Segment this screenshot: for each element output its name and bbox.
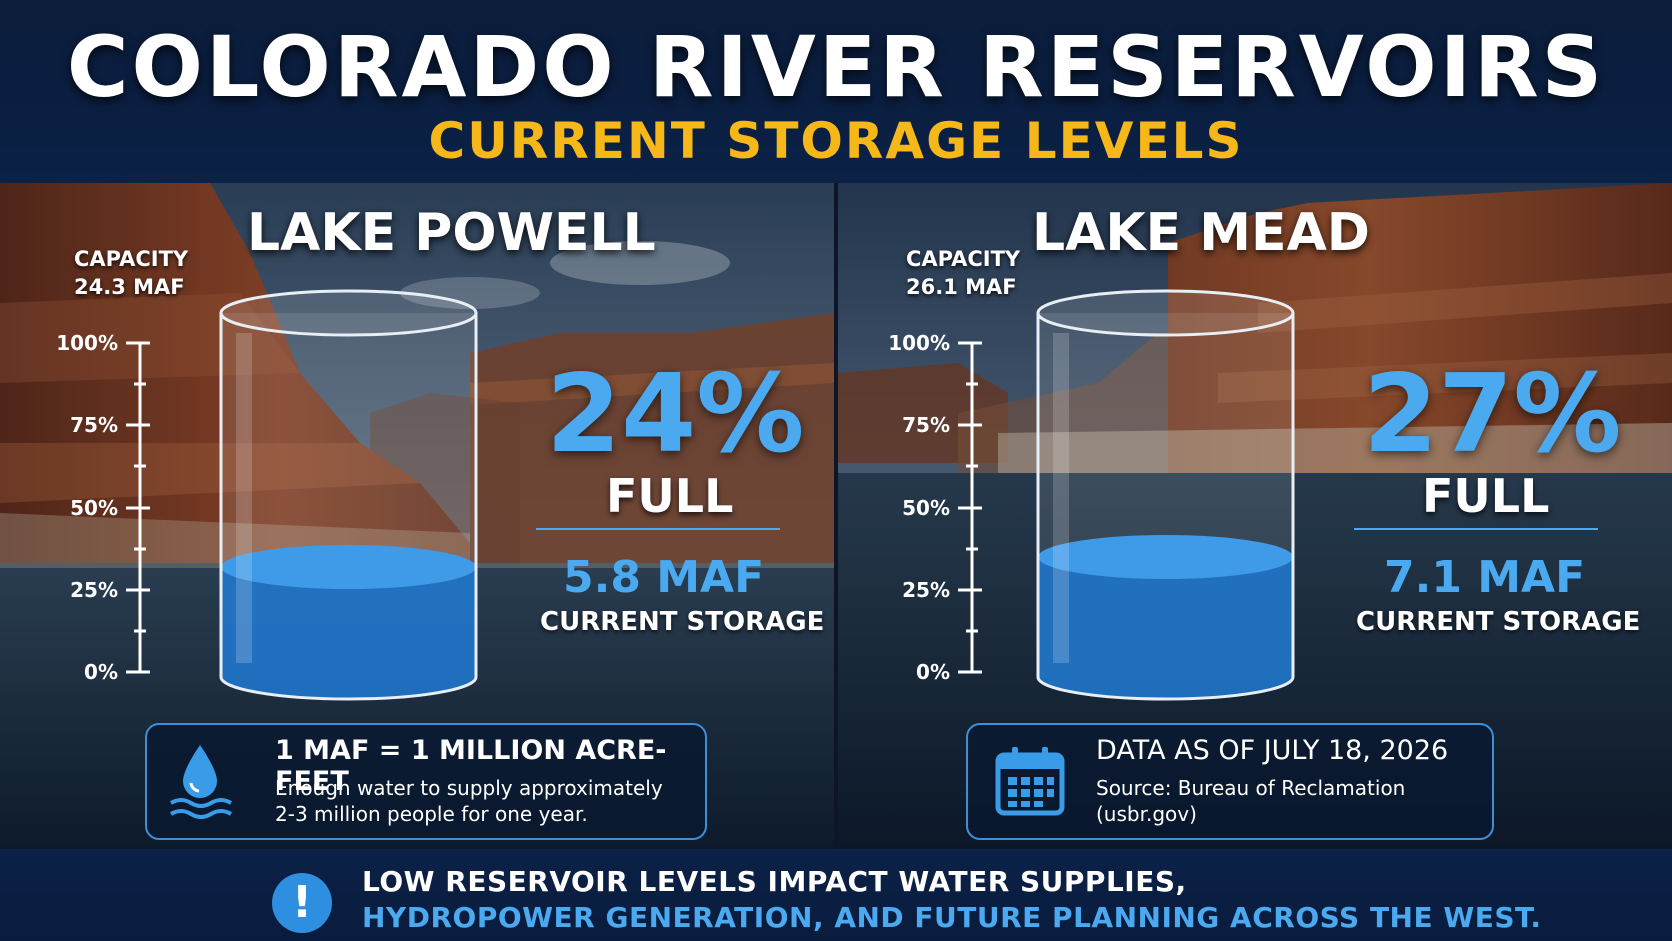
storage-label: CURRENT STORAGE	[1356, 607, 1641, 637]
storage-value: 7.1 MAF	[1384, 552, 1586, 603]
gauge-scale	[958, 341, 982, 674]
water-surface	[221, 545, 476, 589]
scale-label-100: 100%	[56, 331, 118, 355]
storage-value: 5.8 MAF	[563, 552, 765, 603]
scale-label-0: 0%	[916, 660, 950, 684]
level-gauge: 100% 75% 50% 25% 0%	[56, 289, 478, 701]
water-surface	[1038, 535, 1293, 579]
capacity-label: CAPACITY 26.1 MAF	[906, 245, 1020, 301]
info-title: DATA AS OF JULY 18, 2026	[1096, 735, 1449, 766]
lake-name: LAKE MEAD	[1032, 203, 1370, 263]
capacity-value: 26.1 MAF	[906, 275, 1017, 299]
capacity-title: CAPACITY	[74, 247, 189, 271]
info-title: 1 MAF = 1 MILLION ACRE-FEET	[275, 735, 667, 797]
info-text-line1: Enough water to supply approximately	[275, 776, 663, 800]
footer-banner: ! LOW RESERVOIR LEVELS IMPACT WATER SUPP…	[0, 849, 1672, 941]
scale-label-0: 0%	[84, 660, 118, 684]
info-text-line2: 2-3 million people for one year.	[275, 802, 588, 826]
footer-line-1: LOW RESERVOIR LEVELS IMPACT WATER SUPPLI…	[362, 865, 1187, 898]
page-subtitle: CURRENT STORAGE LEVELS	[428, 112, 1244, 170]
scale-label-50: 50%	[70, 496, 118, 520]
gauge-scale	[126, 341, 150, 674]
percent-full-value: 27%	[1363, 352, 1622, 477]
info-text-line1: Source: Bureau of Reclamation	[1096, 776, 1406, 800]
panel-lake-powell: LAKE POWELL CAPACITY 24.3 MAF 100% 75%	[0, 183, 834, 849]
scale-label-100: 100%	[888, 331, 950, 355]
page-title: COLORADO RIVER RESERVOIRS	[66, 18, 1606, 116]
alert-icon: !	[272, 873, 332, 933]
capacity-label: CAPACITY 24.3 MAF	[74, 245, 188, 301]
panel-lake-mead: LAKE MEAD CAPACITY 26.1 MAF 100% 75%	[838, 183, 1672, 849]
lake-name: LAKE POWELL	[247, 203, 656, 263]
water-fill	[221, 567, 476, 699]
footer-line-2: HYDROPOWER GENERATION, AND FUTURE PLANNI…	[362, 901, 1542, 934]
calendar-icon	[995, 747, 1065, 816]
reservoir-cylinder	[1036, 289, 1295, 701]
storage-label: CURRENT STORAGE	[540, 607, 825, 637]
water-drop-icon	[169, 745, 233, 819]
divider-line	[1354, 528, 1598, 530]
full-label: FULL	[1422, 469, 1550, 523]
scale-label-50: 50%	[902, 496, 950, 520]
percent-full-value: 24%	[546, 352, 805, 477]
header: COLORADO RIVER RESERVOIRS CURRENT STORAG…	[0, 0, 1672, 183]
level-gauge: 100% 75% 50% 25% 0%	[888, 289, 1295, 701]
scale-label-25: 25%	[70, 578, 118, 602]
scale-label-25: 25%	[902, 578, 950, 602]
panel-divider	[834, 183, 838, 849]
capacity-title: CAPACITY	[906, 247, 1021, 271]
capacity-value: 24.3 MAF	[74, 275, 185, 299]
reservoir-cylinder	[219, 289, 478, 701]
info-box-date: DATA AS OF JULY 18, 2026 Source: Bureau …	[966, 723, 1494, 840]
full-label: FULL	[606, 469, 734, 523]
info-text-line2: (usbr.gov)	[1096, 802, 1197, 826]
water-fill	[1038, 557, 1293, 699]
scale-label-75: 75%	[902, 413, 950, 437]
info-box-maf: 1 MAF = 1 MILLION ACRE-FEET Enough water…	[145, 723, 707, 840]
divider-line	[536, 528, 780, 530]
scale-label-75: 75%	[70, 413, 118, 437]
